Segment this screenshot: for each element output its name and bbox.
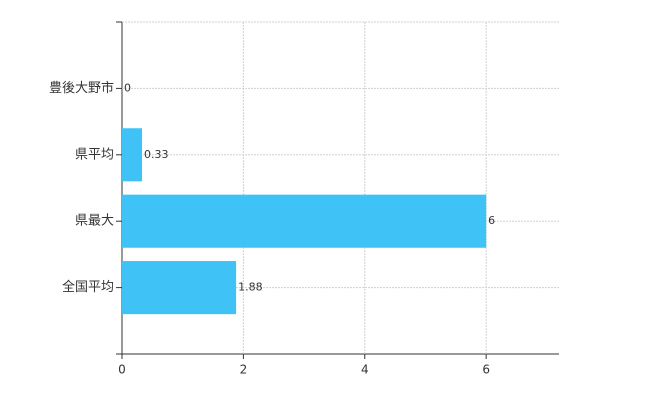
x-tick-label: 4 [361, 363, 369, 377]
value-label: 6 [488, 214, 495, 227]
y-tick-label: 全国平均 [62, 279, 114, 295]
y-tick-label: 豊後大野市 [49, 80, 114, 96]
bar [122, 261, 237, 315]
value-label: 0 [124, 81, 131, 94]
y-tick-label: 県平均 [75, 147, 114, 162]
value-label: 0.33 [144, 148, 169, 161]
x-tick-label: 6 [482, 363, 490, 377]
value-label: 1.88 [238, 281, 263, 294]
bar [122, 128, 143, 182]
x-tick-label: 0 [118, 363, 126, 377]
bar [122, 194, 487, 248]
y-tick-label: 県最大 [75, 214, 114, 229]
x-tick-label: 2 [240, 363, 248, 377]
